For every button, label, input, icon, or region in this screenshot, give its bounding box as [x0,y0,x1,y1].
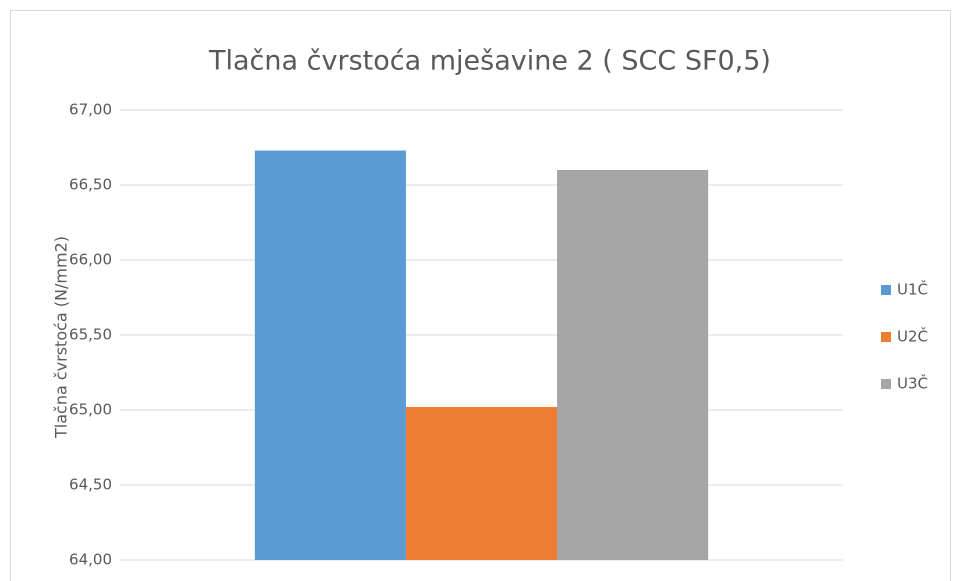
legend-swatch [881,379,891,389]
legend-label: U2Č [897,327,928,346]
y-tick-label: 66,50 [69,176,112,194]
legend-label: U3Č [897,374,928,393]
y-tick-label: 64,50 [69,476,112,494]
bar [254,150,406,560]
legend-swatch [881,332,891,342]
y-axis-title: Tlačna čvrstoća (N/mm2) [52,236,71,439]
legend-swatch [881,285,891,295]
chart-title: Tlačna čvrstoća mješavine 2 ( SCC SF0,5) [208,46,771,77]
y-tick-label: 67,00 [69,101,112,119]
y-tick-label: 65,50 [69,326,112,344]
y-tick-label: 66,00 [69,251,112,269]
legend-label: U1Č [897,280,928,299]
bar [557,170,709,560]
bar [405,407,558,560]
y-tick-label: 64,00 [69,551,112,569]
y-tick-label: 65,00 [69,401,112,419]
